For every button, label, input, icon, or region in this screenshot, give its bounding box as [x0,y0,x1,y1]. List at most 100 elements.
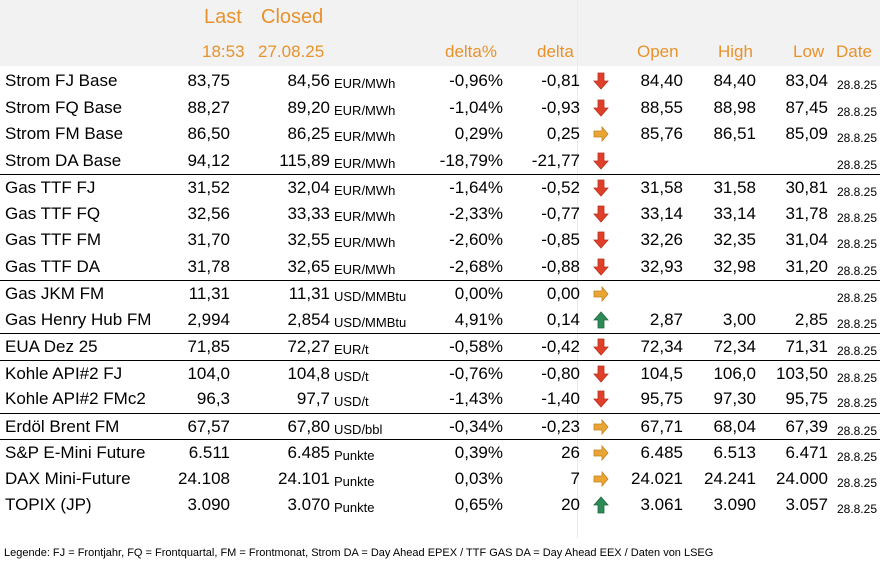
cell-name: Strom FQ Base [5,97,123,117]
cell-high: 32,35 [713,230,756,249]
cell-closed: 115,89 [279,150,330,170]
cell-open: 85,76 [640,124,683,143]
cell-last: 96,3 [196,389,230,408]
header-last-time: 18:53 [202,42,245,61]
header-delta-pct: delta% [445,42,497,61]
header-high: High [718,42,753,61]
table-row: EUA Dez 25 71,85 72,27 EUR/t -0,58% -0,42 72,3… [0,333,880,359]
cell-unit: USD/MMBtu [334,289,407,304]
cell-delta-pct: -0,58% [449,337,503,356]
cell-delta: -0,80 [541,363,580,383]
table-row: Erdöl Brent FM 67,57 67,80 USD/bbl -0,34% -0,… [0,412,880,439]
header-closed: Closed [261,6,324,28]
cell-low: 103,50 [776,363,828,383]
cell-delta-pct: 0,03% [454,468,503,488]
cell-delta-pct: -2,33% [449,203,503,223]
cell-open: 84,40 [640,71,683,90]
cell-high: 24.241 [704,468,756,488]
cell-closed: 67,80 [287,416,330,436]
arrow-down-icon [593,205,609,223]
cell-delta: 0,00 [546,284,580,303]
cell-open: 32,93 [640,256,683,276]
cell-delta-pct: -2,68% [449,256,503,276]
arrow-down-icon [593,72,609,90]
cell-last: 88,27 [187,97,230,117]
cell-closed: 32,04 [287,178,330,197]
cell-delta-pct: -2,60% [449,230,503,249]
cell-open: 32,26 [640,230,683,249]
cell-date: 28.8.25 [836,502,877,516]
cell-delta-pct: 0,29% [454,124,503,143]
cell-closed: 32,55 [287,230,330,249]
cell-closed: 89,20 [287,97,330,117]
cell-closed: 72,27 [287,337,330,356]
cell-low: 95,75 [785,389,828,408]
arrow-right-icon [593,444,609,462]
cell-unit: EUR/t [334,342,369,357]
cell-delta: 0,14 [546,309,580,329]
table-row: Gas TTF FJ 31,52 32,04 EUR/MWh -1,64% -0,52 31… [0,174,880,200]
cell-low: 31,20 [785,256,828,276]
arrow-down-icon [593,365,609,383]
cell-unit: EUR/MWh [334,235,396,250]
table-row: Gas TTF FM 31,70 32,55 EUR/MWh -2,60% -0,85 32… [0,227,880,253]
arrow-up-icon [593,310,609,329]
cell-open: 104,5 [640,363,683,383]
cell-last: 67,57 [187,416,230,436]
arrow-down-icon [593,258,609,276]
cell-name: Gas TTF FJ [5,178,96,197]
cell-unit: EUR/MWh [334,76,396,91]
cell-closed: 24.101 [278,468,330,488]
cell-delta: -0,52 [541,178,580,197]
cell-last: 11,31 [188,284,230,303]
table-row: DAX Mini-Future 24.108 24.101 Punkte 0,03% 7 2… [0,466,880,492]
cell-name: Kohle API#2 FJ [5,363,123,383]
cell-delta: -0,42 [541,337,580,356]
cell-open: 24.021 [631,468,683,488]
cell-delta-pct: 4,91% [454,309,503,329]
header-delta: delta [537,42,574,61]
cell-delta: 0,25 [546,124,580,143]
table-row: Gas JKM FM 11,31 11,31 USD/MMBtu 0,00% 0,00 28… [0,280,880,306]
cell-last: 83,75 [187,71,230,90]
cell-date: 28.8.25 [836,78,877,92]
cell-last: 31,78 [187,256,230,276]
cell-closed: 2,854 [287,309,330,329]
cell-unit: EUR/MWh [334,208,396,224]
cell-delta: 20 [561,495,580,514]
cell-delta: -0,77 [541,203,580,223]
cell-name: Gas TTF FQ [5,203,101,223]
cell-closed: 104,8 [287,363,330,383]
cell-name: Strom FJ Base [5,71,118,90]
cell-closed: 33,33 [287,203,330,223]
cell-date: 28.8.25 [836,210,877,225]
table-row: Kohle API#2 FMc2 96,3 97,7 USD/t -1,43% -1,40… [0,386,880,412]
cell-date: 28.8.25 [836,316,877,331]
cell-low: 71,31 [785,337,828,356]
cell-unit: Punkte [334,473,375,489]
cell-high: 31,58 [713,178,756,197]
arrow-right-icon [593,470,609,488]
cell-low: 67,39 [785,416,828,436]
cell-delta: -0,85 [541,230,580,249]
cell-delta: -0,81 [541,71,580,90]
arrow-down-icon [593,99,609,117]
arrow-right-icon [593,285,609,303]
cell-delta-pct: -1,43% [449,389,503,408]
cell-high: 3.090 [713,495,756,514]
cell-unit: EUR/MWh [334,155,396,171]
table-row: Strom DA Base 94,12 115,89 EUR/MWh -18,79% -2… [0,148,880,174]
cell-closed: 11,31 [288,284,330,303]
cell-name: S&P E-Mini Future [5,443,146,462]
arrow-right-icon [593,418,609,436]
column-divider [577,0,578,538]
cell-unit: EUR/MWh [334,129,396,144]
cell-unit: USD/MMBtu [334,314,407,330]
cell-closed: 84,56 [287,71,330,90]
cell-delta-pct: 0,00% [454,284,503,303]
cell-last: 32,56 [187,203,230,223]
cell-high: 97,30 [713,389,756,408]
cell-delta-pct: -18,79% [439,150,503,170]
cell-last: 24.108 [178,468,230,488]
header-open: Open [637,42,679,61]
